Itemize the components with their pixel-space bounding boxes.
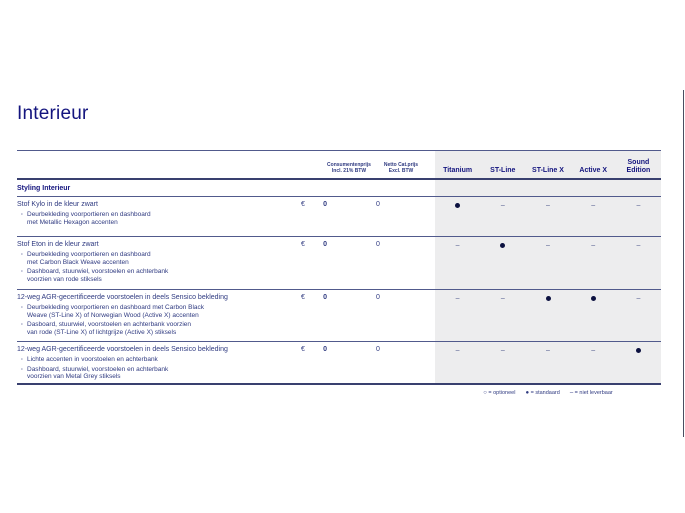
feature-title: 12-weg AGR-gecertificeerde voorstoelen i… [17,294,228,301]
legend-symbol-optional-icon: ○ [483,390,487,396]
feature-cell: Stof Eton in de kleur zwart Deurbekledin… [17,241,289,283]
table-row: Stof Kylo in de kleur zwart Deurbekledin… [17,197,661,237]
legend-label: = standaard [529,390,560,396]
feature-cell: Stof Kylo in de kleur zwart Deurbekledin… [17,201,289,226]
not-available-dash: – [546,201,550,209]
feature-bullet: Deurbekleding voorportieren en dashboard… [21,211,289,226]
feature-bullet: Dashboard, stuurwiel, voorstoelen en ach… [21,268,289,283]
not-available-dash: – [591,241,596,249]
not-available-dash: – [500,294,505,302]
trim-header: Titanium [443,166,473,174]
not-available-dash: – [500,346,505,354]
feature-bullet: Lichte accenten in voorstoelen en achter… [21,356,289,364]
price-header-incl-btw: Consumentenprijs Incl. 21% BTW [321,162,377,174]
legend: ○ = optioneel ● = standaard – = niet lever… [435,390,661,396]
trim-header: Active X [579,166,608,174]
not-available-dash: – [455,241,460,249]
table-header-row: Consumentenprijs Incl. 21% BTW Netto Cat… [17,150,661,180]
price-incl-value: 0 [323,346,327,353]
legend-symbol-not-available-icon: – [569,390,574,396]
standard-dot-icon [435,202,480,208]
table-row: 12-weg AGR-gecertificeerde voorstoelen i… [17,342,661,385]
feature-cell: 12-weg AGR-gecertificeerde voorstoelen i… [17,294,289,336]
price-excl-value: 0 [376,201,380,208]
feature-cell: 12-weg AGR-gecertificeerde voorstoelen i… [17,346,289,381]
price-header-excl-line1: Netto Cat.prijs [383,162,419,168]
price-header-excl-btw: Netto Cat.prijs Excl. BTW [373,162,429,174]
trim-header: Sound Edition [626,159,651,174]
price-excl-value: 0 [376,346,380,353]
feature-bullet: Dasboard, stuurwiel, voorstoelen en acht… [21,321,289,336]
legend-item: ○ = optioneel [483,390,515,396]
price-incl-value: 0 [323,201,327,208]
currency-symbol: € [301,294,305,301]
feature-bullets: Deurbekleding voorportieren en dashboard… [17,304,289,336]
availability-cells: – – – – [435,345,661,355]
legend-label: = optioneel [486,390,516,396]
trim-columns-background [435,150,661,385]
feature-bullet: Deurbekleding voorportieren en dashboard… [21,304,289,319]
currency-symbol: € [301,346,305,353]
standard-dot-icon [525,295,570,301]
not-available-dash: – [591,201,596,209]
price-header-incl-line1: Consumentenprijs [327,162,371,168]
table-row: 12-weg AGR-gecertificeerde voorstoelen i… [17,290,661,342]
not-available-dash: – [455,294,460,302]
price-header-incl-line2: Incl. 21% BTW [331,168,367,174]
table-row: Stof Eton in de kleur zwart Deurbekledin… [17,237,661,290]
not-available-dash: – [591,346,596,354]
table-body: Stof Kylo in de kleur zwart Deurbekledin… [17,197,661,385]
availability-cells: – – – – [435,240,661,250]
currency-symbol: € [301,241,305,248]
currency-symbol: € [301,201,305,208]
not-available-dash: – [546,346,550,354]
not-available-dash: – [546,241,550,249]
price-incl-value: 0 [323,241,327,248]
price-incl-value: 0 [323,294,327,301]
standard-dot-icon [571,295,616,301]
trim-header: ST-Line X [532,166,564,174]
availability-cells: – – – [435,293,661,303]
feature-bullet: Deurbekleding voorportieren en dashboard… [21,251,289,266]
not-available-dash: – [636,201,641,209]
not-available-dash: – [500,201,505,209]
standard-dot-icon [480,242,525,248]
not-available-dash: – [636,294,641,302]
price-header-excl-line2: Excl. BTW [388,168,414,174]
feature-bullets: Deurbekleding voorportieren en dashboard… [17,211,289,226]
not-available-dash: – [636,241,641,249]
section-header: Styling Interieur [17,180,661,197]
interior-spec-table: Consumentenprijs Incl. 21% BTW Netto Cat… [17,150,661,385]
legend-symbol-standard-icon: ● [525,390,530,396]
standard-dot-icon [616,347,661,353]
feature-bullets: Lichte accenten in voorstoelen en achter… [17,356,289,381]
availability-cells: – – – – [435,200,661,210]
page-edge-line [683,90,684,437]
price-excl-value: 0 [376,241,380,248]
feature-bullets: Deurbekleding voorportieren en dashboard… [17,251,289,283]
trim-header: ST-Line [490,166,516,174]
feature-title: 12-weg AGR-gecertificeerde voorstoelen i… [17,346,228,353]
price-excl-value: 0 [376,294,380,301]
feature-bullet: Dashboard, stuurwiel, voorstoelen en ach… [21,366,289,381]
legend-label: = niet leverbaar [573,390,613,396]
page-title: Interieur [17,103,89,124]
feature-title: Stof Kylo in de kleur zwart [17,201,98,208]
feature-title: Stof Eton in de kleur zwart [17,241,99,248]
trim-headers: Titanium ST-Line ST-Line X Active X Sound Ed… [435,151,661,178]
not-available-dash: – [455,346,460,354]
legend-item: ● = standaard [525,390,559,396]
legend-item: – = niet leverbaar [570,390,613,396]
